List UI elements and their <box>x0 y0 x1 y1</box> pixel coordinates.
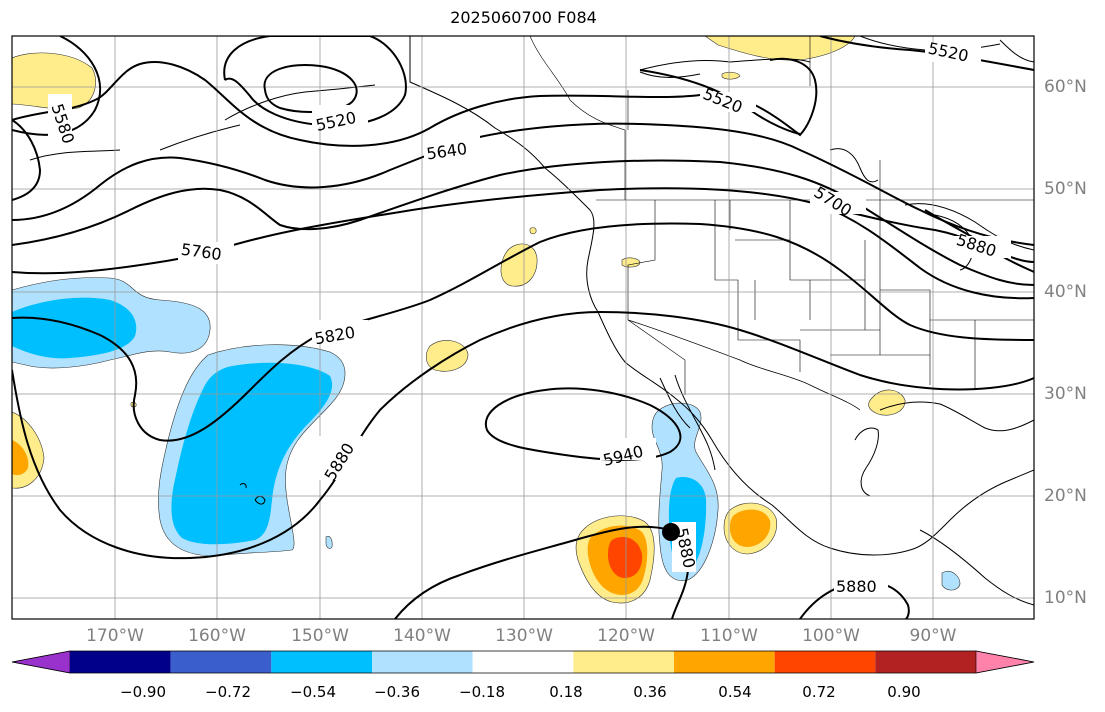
colorbar-segment <box>372 651 473 673</box>
contour-5520-left <box>12 36 101 136</box>
lon-label-160w: 160°W <box>188 626 246 646</box>
positive-anomaly-northwest <box>12 52 96 110</box>
colorbar <box>11 650 1035 674</box>
positive-anomaly-westedge-orange <box>12 440 29 476</box>
storm-center-marker <box>662 523 680 541</box>
lon-label-90w: 90°W <box>909 626 957 646</box>
positive-anomaly-small-dot <box>621 257 641 268</box>
colorbar-segment <box>573 651 674 673</box>
colorbar-segment <box>774 651 876 673</box>
positive-anomaly-storm-red <box>608 536 643 578</box>
colorbar-tick: 0.54 <box>718 683 752 701</box>
negative-anomaly-small-2 <box>325 535 333 549</box>
graticule <box>12 36 1034 619</box>
colorbar-tick: −0.72 <box>205 683 251 701</box>
positive-anomaly-central <box>426 340 469 372</box>
contour-5760 <box>12 187 1034 300</box>
lon-label-130w: 130°W <box>495 626 553 646</box>
colorbar-tick: 0.90 <box>887 683 921 701</box>
lon-label-170w: 170°W <box>86 626 144 646</box>
contour-5520-inner <box>263 64 358 113</box>
lat-label-20n: 20°N <box>1044 486 1087 506</box>
colorbar-tick: 0.36 <box>633 683 667 701</box>
negative-anomaly-hawaii-dark <box>171 362 333 545</box>
lon-label-100w: 100°W <box>802 626 860 646</box>
lon-label-120w: 120°W <box>597 626 655 646</box>
colorbar-outline <box>11 650 1035 674</box>
contour-5520-ne <box>819 36 1034 71</box>
lon-label-110w: 110°W <box>700 626 758 646</box>
positive-anomaly-tiny-dot <box>529 227 537 235</box>
colorbar-segment <box>472 651 574 673</box>
negative-anomaly-west-dark <box>12 297 137 359</box>
positive-anomaly-tiny-north <box>721 71 741 80</box>
map-frame <box>11 35 1035 620</box>
positive-anomaly-regions <box>12 36 906 604</box>
colorbar-tick: −0.90 <box>120 683 166 701</box>
colorbar-segment <box>271 651 372 673</box>
colorbar-tick: 0.72 <box>802 683 836 701</box>
colorbar-extend-high <box>975 650 1035 674</box>
colorbar-extend-low <box>11 650 71 674</box>
positive-anomaly-gulf <box>868 389 906 416</box>
colorbar-tick: −0.18 <box>459 683 505 701</box>
lat-label-50n: 50°N <box>1044 179 1087 199</box>
lat-label-60n: 60°N <box>1044 77 1087 97</box>
colorbar-tick: −0.36 <box>374 683 420 701</box>
contour-5700 <box>12 159 1034 286</box>
colorbar-segment <box>875 651 976 673</box>
contour-label-5880-se: 5880 <box>836 577 877 596</box>
lat-label-30n: 30°N <box>1044 384 1087 404</box>
lat-label-10n: 10°N <box>1044 588 1087 608</box>
negative-anomaly-small-1 <box>941 571 961 591</box>
colorbar-tick: 0.18 <box>549 683 583 701</box>
map-title: 2025060700 F084 <box>450 8 597 27</box>
colorbar-tick: −0.54 <box>290 683 336 701</box>
colorbar-segment <box>170 651 272 673</box>
lon-label-150w: 150°W <box>291 626 349 646</box>
contour-5520-center <box>223 36 407 127</box>
lat-label-40n: 40°N <box>1044 282 1087 302</box>
contour-5580-left <box>12 119 42 201</box>
contour-5820 <box>12 222 1034 442</box>
positive-anomaly-mexico-orange <box>730 509 771 547</box>
country-borders <box>627 319 861 411</box>
contour-5880-main <box>12 310 1034 560</box>
colorbar-segment <box>70 651 171 673</box>
contour-5580-top <box>12 57 818 147</box>
positive-anomaly-coast <box>500 243 538 287</box>
lon-label-140w: 140°W <box>393 626 451 646</box>
colorbar-segment <box>674 651 775 673</box>
